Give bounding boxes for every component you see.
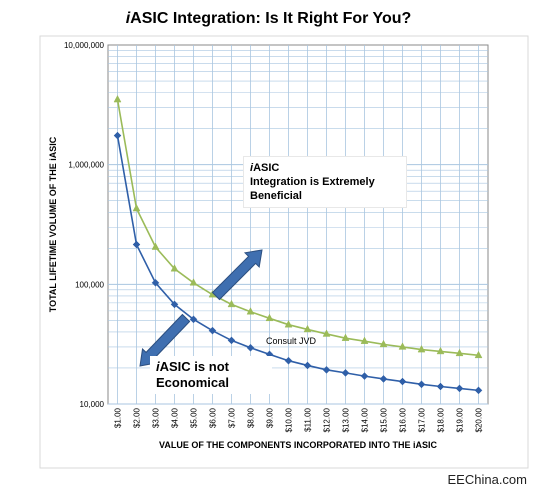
data-point-diamond xyxy=(208,326,217,335)
data-point-triangle xyxy=(284,320,293,328)
data-point-diamond xyxy=(303,361,312,370)
x-tick-label: $16.00 xyxy=(399,407,408,432)
chart-title: iASIC Integration: Is It Right For You? xyxy=(0,10,537,28)
data-point-triangle xyxy=(379,339,388,348)
data-point-triangle xyxy=(132,204,141,212)
data-point-diamond xyxy=(227,336,236,345)
x-tick-label: $15.00 xyxy=(380,407,389,432)
data-point-triangle xyxy=(322,329,331,337)
data-point-diamond xyxy=(151,278,160,287)
arrow-down-left-icon xyxy=(139,313,191,367)
y-tick-label: 1,000,000 xyxy=(68,161,104,170)
annotation-not-economical: iASIC is not Economical xyxy=(150,356,272,394)
data-point-diamond xyxy=(246,343,255,352)
data-point-triangle xyxy=(303,324,312,333)
data-point-diamond xyxy=(360,372,369,380)
x-tick-label: $19.00 xyxy=(456,407,465,432)
data-point-diamond xyxy=(474,386,483,395)
y-tick-label: 10,000 xyxy=(80,400,105,409)
x-tick-label: $8.00 xyxy=(247,407,256,428)
x-tick-label: $5.00 xyxy=(190,407,199,428)
data-point-diamond xyxy=(322,365,331,374)
annotation-not-prefix: i xyxy=(156,359,160,374)
plot-area xyxy=(107,44,489,405)
y-axis-label: TOTAL LIFETIME VOLUME OF THE iASIC xyxy=(48,136,58,312)
data-point-triangle xyxy=(113,95,122,103)
x-tick-label: $20.00 xyxy=(475,407,484,432)
y-tick-label: 100,000 xyxy=(75,280,104,289)
x-tick-label: $7.00 xyxy=(228,407,237,428)
watermark: EEChina.com xyxy=(447,472,527,487)
data-point-triangle xyxy=(151,242,160,250)
chart-title-prefix: i xyxy=(125,10,131,27)
data-point-diamond xyxy=(417,380,426,389)
data-point-diamond xyxy=(341,369,350,377)
annotation-not-line2: Economical xyxy=(156,375,229,390)
x-tick-label: $2.00 xyxy=(133,407,142,428)
data-point-diamond xyxy=(379,375,388,383)
arrow-up-right-icon xyxy=(211,249,263,301)
data-point-triangle xyxy=(474,350,483,359)
data-point-diamond xyxy=(113,131,122,140)
chart-title-rest: ASIC Integration: Is It Right For You? xyxy=(130,10,412,27)
y-tick-label: 10,000,000 xyxy=(64,41,105,50)
x-axis-label: VALUE OF THE COMPONENTS INCORPORATED INT… xyxy=(159,440,438,450)
x-tick-label: $1.00 xyxy=(114,407,123,428)
annotation-beneficial-line1: ASIC xyxy=(253,162,280,174)
x-tick-label: $9.00 xyxy=(266,407,275,428)
annotation-beneficial-line2: Integration is Extremely Beneficial xyxy=(250,176,375,202)
annotation-consult: Consult JVD xyxy=(266,336,317,346)
data-point-diamond xyxy=(189,315,198,324)
x-tick-label: $17.00 xyxy=(418,407,427,432)
x-tick-label: $13.00 xyxy=(342,407,351,432)
annotation-beneficial: iASIC Integration is Extremely Beneficia… xyxy=(243,156,407,208)
data-point-diamond xyxy=(170,300,179,309)
data-point-diamond xyxy=(398,377,407,386)
data-point-diamond xyxy=(284,356,293,365)
data-point-triangle xyxy=(265,313,274,322)
x-tick-label: $12.00 xyxy=(323,407,332,432)
x-tick-label: $6.00 xyxy=(209,407,218,428)
data-point-triangle xyxy=(436,346,445,355)
x-tick-label: $4.00 xyxy=(171,407,180,428)
data-point-triangle xyxy=(417,345,426,353)
data-point-triangle xyxy=(170,264,179,272)
data-point-diamond xyxy=(455,384,464,393)
data-point-triangle xyxy=(360,336,369,344)
x-tick-label: $11.00 xyxy=(304,407,313,431)
x-tick-label: $14.00 xyxy=(361,407,370,432)
chart-frame xyxy=(39,35,529,469)
data-point-diamond xyxy=(132,240,141,249)
x-tick-label: $18.00 xyxy=(437,407,446,432)
data-point-triangle xyxy=(398,342,407,350)
data-point-triangle xyxy=(189,278,198,286)
data-point-triangle xyxy=(341,333,350,341)
annotation-not-line1: ASIC is not xyxy=(159,359,229,374)
data-point-triangle xyxy=(455,348,464,357)
data-point-triangle xyxy=(227,299,236,308)
x-tick-label: $3.00 xyxy=(152,407,161,428)
x-tick-label: $10.00 xyxy=(285,407,294,432)
annotation-beneficial-prefix: i xyxy=(250,162,254,174)
data-point-diamond xyxy=(436,382,445,391)
data-point-triangle xyxy=(246,307,255,315)
